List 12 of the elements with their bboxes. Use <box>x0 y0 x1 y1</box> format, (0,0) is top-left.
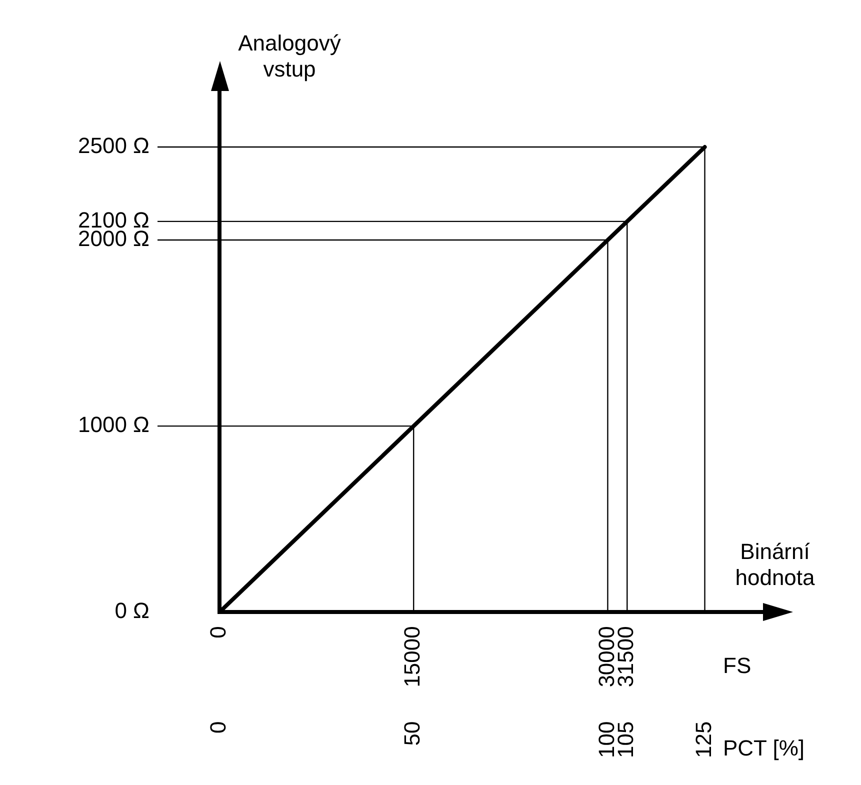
x2-tick-label: 50 <box>400 721 425 746</box>
x2-tick-label: 125 <box>690 721 716 758</box>
x2-axis-title: PCT [%] <box>723 736 805 761</box>
y-tick-label: 2500 Ω <box>78 133 150 158</box>
text: FS <box>723 652 752 678</box>
x-axis-title: Binární hodnota <box>735 539 816 590</box>
x-tick-label: 15000 <box>400 626 425 688</box>
x-tick-label: 0 <box>206 626 231 638</box>
x2-tick-label: 0 <box>206 721 231 734</box>
y-tick-label: 1000 Ω <box>78 412 150 438</box>
y-axis-title: Analogový vstup <box>238 30 341 82</box>
y-tick-label: 0 Ω <box>114 598 150 624</box>
